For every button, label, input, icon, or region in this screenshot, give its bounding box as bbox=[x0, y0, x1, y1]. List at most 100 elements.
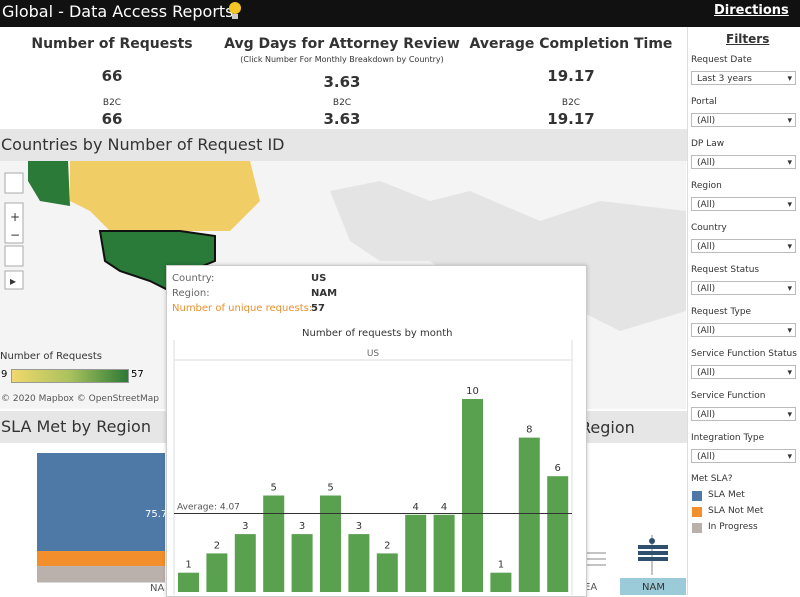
kpi-title: Average Completion Time bbox=[469, 36, 673, 52]
filter-label: Request Type bbox=[691, 307, 752, 317]
bar-label: 4 bbox=[441, 502, 447, 513]
filter-dropdown[interactable]: (All) bbox=[691, 407, 796, 422]
legend-min: 9 bbox=[1, 369, 8, 380]
bar bbox=[320, 495, 341, 592]
kpi-sub-label: B2C bbox=[102, 98, 122, 108]
bar-label: 10 bbox=[466, 386, 479, 397]
filter-label: Country bbox=[691, 223, 727, 233]
kpi-sub-value[interactable]: 19.17 bbox=[547, 110, 595, 128]
bar-label: 8 bbox=[526, 425, 532, 436]
filter-label: Integration Type bbox=[691, 433, 765, 443]
filters-title: Filters bbox=[726, 32, 770, 46]
bar bbox=[291, 534, 313, 592]
bar bbox=[348, 534, 370, 592]
bar bbox=[234, 534, 256, 592]
filter-label: Portal bbox=[691, 97, 717, 107]
filter-label: Region bbox=[691, 181, 722, 191]
kpi-sub-label: B2C bbox=[332, 98, 352, 108]
bar-segment bbox=[37, 453, 165, 552]
bar-label: 75.7 bbox=[145, 509, 167, 520]
attribution: © 2020 Mapbox © OpenStreetMap bbox=[1, 394, 159, 404]
bar-label: 3 bbox=[242, 521, 248, 532]
kpi-value[interactable]: 19.17 bbox=[547, 67, 595, 85]
kpi-title: Number of Requests bbox=[31, 36, 193, 52]
filter-dropdown[interactable]: Last 3 years bbox=[691, 71, 796, 86]
tooltip-value: 57 bbox=[311, 303, 325, 314]
kpi-sub-label: B2C bbox=[561, 98, 581, 108]
svg-text:−: − bbox=[10, 228, 20, 242]
filter-dropdown[interactable]: (All) bbox=[691, 281, 796, 296]
filter-label: Request Status bbox=[691, 265, 760, 275]
legend-label: In Progress bbox=[708, 522, 758, 532]
reference-label: Average: 4.07 bbox=[177, 502, 240, 512]
bar bbox=[376, 553, 398, 592]
category-label: NA bbox=[150, 583, 164, 594]
kpi-title: Avg Days for Attorney Review bbox=[224, 36, 460, 52]
legend-title: Met SLA? bbox=[691, 474, 733, 484]
svg-text:▸: ▸ bbox=[10, 274, 16, 288]
bar-label: 5 bbox=[271, 483, 277, 494]
legend-gradient bbox=[11, 369, 129, 383]
filter-dropdown[interactable]: (All) bbox=[691, 155, 796, 170]
legend-label: SLA Met bbox=[708, 490, 745, 500]
legend-swatch bbox=[692, 523, 702, 533]
filter-label: Service Function Status bbox=[691, 349, 797, 359]
kpi-value[interactable]: 3.63 bbox=[323, 73, 361, 91]
bar bbox=[178, 572, 199, 592]
filters-panel bbox=[687, 27, 800, 595]
legend-max: 57 bbox=[131, 369, 144, 380]
region-header-fragment: Region bbox=[580, 418, 635, 437]
tooltip-key: Country: bbox=[172, 273, 215, 284]
tooltip-value: US bbox=[311, 273, 327, 284]
kpi-sub-value[interactable]: 66 bbox=[101, 110, 123, 128]
bar-label: 2 bbox=[384, 540, 390, 551]
region-label[interactable]: NAM bbox=[642, 582, 665, 593]
kpi-note: (Click Number For Monthly Breakdown by C… bbox=[240, 55, 444, 64]
tooltip-key: Number of unique requests: bbox=[172, 303, 313, 314]
filter-dropdown[interactable]: (All) bbox=[691, 113, 796, 128]
legend-swatch bbox=[692, 491, 702, 501]
filter-dropdown[interactable]: (All) bbox=[691, 197, 796, 212]
bulb-icon bbox=[229, 2, 241, 19]
map-header: Countries by Number of Request ID bbox=[0, 129, 687, 161]
legend-swatch bbox=[692, 507, 702, 517]
panel-label: US bbox=[367, 349, 380, 359]
bar-segment bbox=[37, 551, 165, 567]
bar bbox=[490, 572, 512, 592]
filter-dropdown[interactable]: (All) bbox=[691, 323, 796, 338]
bar-label: 1 bbox=[185, 560, 191, 571]
filter-dropdown[interactable]: (All) bbox=[691, 449, 796, 464]
bar-label: 3 bbox=[356, 521, 362, 532]
filter-label: DP Law bbox=[691, 139, 725, 149]
bar bbox=[433, 514, 455, 592]
top-bar bbox=[0, 0, 800, 27]
bar bbox=[462, 399, 483, 592]
bar-label: 5 bbox=[327, 483, 333, 494]
region-label: EA bbox=[584, 582, 598, 593]
kpi-sub-value[interactable]: 3.63 bbox=[323, 110, 361, 128]
kpi-value[interactable]: 66 bbox=[101, 67, 123, 85]
sla-chart: 75.7 NA bbox=[37, 453, 686, 595]
bar-label: 4 bbox=[413, 502, 419, 513]
bar-label: 2 bbox=[214, 540, 220, 551]
bar bbox=[263, 495, 285, 592]
directions-link[interactable]: Directions bbox=[714, 3, 789, 18]
filter-dropdown[interactable]: (All) bbox=[691, 365, 796, 380]
bar bbox=[206, 553, 228, 592]
legend-label: SLA Not Met bbox=[708, 506, 764, 516]
filter-dropdown[interactable]: (All) bbox=[691, 239, 796, 254]
filter-label: Service Function bbox=[691, 391, 766, 401]
tooltip-key: Region: bbox=[172, 288, 210, 299]
tooltip-value: NAM bbox=[311, 288, 338, 299]
svg-text:+: + bbox=[10, 210, 20, 224]
bar-label: 3 bbox=[299, 521, 305, 532]
tooltip-chart: US 1 2 3 5 3 5 3 2 4 4 10 1 8 6 Average: 4.07 bbox=[173, 340, 573, 595]
bar-label: 6 bbox=[555, 463, 561, 474]
tooltip-chart-title: Number of requests by month bbox=[302, 328, 453, 339]
bar bbox=[518, 437, 540, 592]
bar bbox=[547, 476, 569, 592]
bar bbox=[405, 514, 427, 592]
bar-segment bbox=[37, 566, 165, 583]
title: Global - Data Access Reports bbox=[2, 2, 234, 21]
